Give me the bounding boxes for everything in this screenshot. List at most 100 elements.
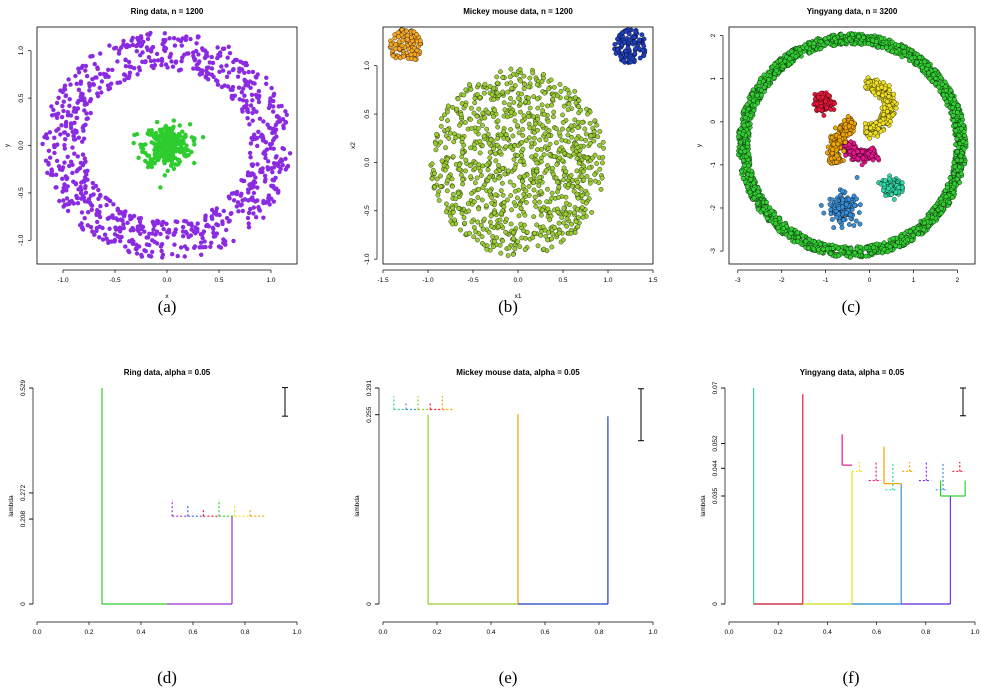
data-point (492, 210, 497, 216)
data-point (146, 55, 152, 60)
data-point (438, 173, 443, 179)
data-point (151, 134, 157, 140)
data-point (517, 202, 523, 207)
data-point (938, 74, 944, 80)
data-point (271, 184, 276, 189)
data-point (189, 227, 194, 232)
data-point (500, 192, 506, 198)
data-point (788, 48, 794, 54)
data-point (196, 52, 201, 57)
data-point (200, 235, 205, 241)
data-point (444, 188, 450, 194)
data-point (198, 240, 204, 245)
data-point (818, 90, 824, 96)
data-point (230, 96, 235, 102)
data-point (487, 188, 493, 194)
data-point (511, 183, 517, 188)
data-point (98, 192, 103, 198)
data-point (227, 51, 233, 56)
data-point (226, 44, 231, 49)
data-point (463, 102, 469, 108)
data-point (532, 172, 537, 178)
data-point (87, 81, 92, 86)
data-point (599, 175, 605, 181)
data-point (261, 151, 266, 156)
data-point (209, 207, 215, 213)
data-point (587, 120, 593, 126)
data-point (886, 83, 892, 89)
data-point (546, 128, 552, 133)
data-point (131, 228, 136, 233)
data-point (158, 231, 163, 237)
data-point (576, 215, 581, 220)
data-point (70, 170, 75, 176)
data-point (748, 113, 754, 119)
data-point (85, 223, 91, 228)
data-point (180, 129, 185, 134)
data-point (487, 84, 493, 89)
data-point (250, 69, 256, 75)
data-point (48, 155, 53, 160)
data-point (495, 136, 501, 141)
data-point (107, 215, 112, 220)
data-point (746, 151, 752, 157)
data-point (165, 146, 171, 152)
data-point (952, 181, 957, 187)
data-point (244, 62, 249, 68)
data-point (152, 58, 157, 63)
data-point (538, 189, 544, 195)
data-point (429, 161, 435, 167)
data-point (47, 130, 53, 135)
data-point (546, 229, 551, 235)
data-point (215, 78, 220, 84)
data-point (192, 57, 198, 62)
data-point (571, 151, 577, 157)
data-point (106, 67, 111, 73)
data-point (445, 127, 450, 133)
data-point (929, 208, 935, 214)
data-point (131, 140, 136, 146)
data-point (519, 153, 524, 158)
data-point (498, 210, 504, 216)
data-point (531, 94, 537, 99)
data-point (556, 195, 561, 200)
data-point (82, 99, 88, 105)
data-point (616, 40, 622, 45)
data-point (575, 184, 580, 190)
data-point (445, 103, 451, 109)
data-point (456, 206, 462, 211)
data-point (107, 43, 112, 48)
data-point (578, 186, 584, 192)
data-point (530, 235, 536, 240)
data-point (481, 133, 487, 139)
data-point (565, 107, 571, 113)
data-point (220, 221, 225, 227)
data-point (170, 64, 176, 69)
data-point (168, 163, 174, 168)
data-point (533, 204, 539, 209)
data-point (453, 135, 458, 141)
data-point (244, 102, 249, 108)
data-point (822, 36, 828, 42)
data-point (251, 205, 256, 210)
data-point (601, 145, 606, 151)
data-point (84, 111, 89, 116)
data-point (510, 133, 516, 139)
data-point (575, 125, 581, 131)
data-point (545, 206, 551, 212)
data-point (507, 74, 513, 80)
data-point (547, 152, 553, 157)
data-point (641, 43, 647, 49)
data-point (944, 99, 950, 105)
data-point (780, 63, 786, 69)
data-point (495, 124, 501, 130)
data-point (412, 56, 418, 62)
data-point (771, 75, 777, 81)
data-point (126, 59, 132, 65)
data-point (546, 146, 551, 151)
data-point (93, 75, 98, 80)
data-point (145, 47, 150, 53)
data-point (959, 114, 964, 119)
data-point (269, 85, 274, 91)
data-point (60, 167, 65, 172)
